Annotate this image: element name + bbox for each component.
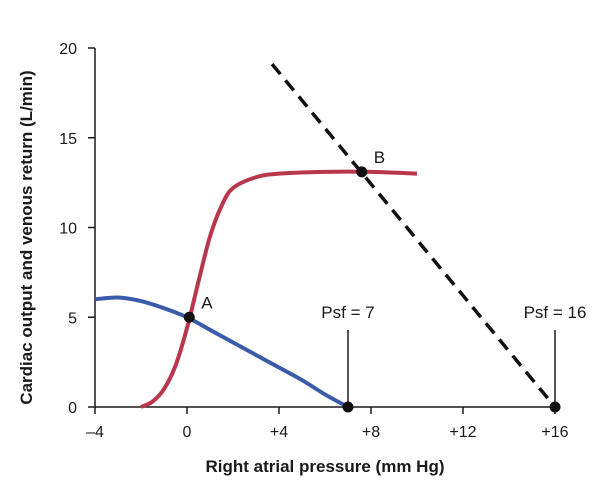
x-axis-title: Right atrial pressure (mm Hg) [206, 457, 445, 476]
venous-return-dashed-line [270, 63, 557, 409]
y-tick-label: 15 [59, 131, 77, 148]
y-axis-title: Cardiac output and venous return (L/min) [17, 70, 36, 404]
x-tick-label: 0 [183, 424, 192, 441]
x-tick-label: +16 [541, 424, 568, 441]
x-tick-label: +12 [449, 424, 476, 441]
psf-annotation: Psf = 7 [321, 303, 374, 322]
data-point [549, 401, 561, 413]
psf-annotation: Psf = 16 [524, 303, 587, 322]
y-ticks: 0 5 10 15 20 [59, 41, 95, 417]
venous-return-curve [94, 295, 349, 409]
x-tick-label: +8 [362, 424, 380, 441]
cardiac-output-curve [140, 169, 418, 409]
series-layer [94, 63, 557, 409]
x-ticks: –4 0 +4 +8 +12 +16 [86, 407, 569, 441]
y-tick-label: 0 [68, 400, 77, 417]
x-tick-label: –4 [86, 424, 104, 441]
axes [94, 48, 555, 408]
y-tick-label: 5 [68, 310, 77, 327]
data-point [183, 311, 195, 323]
data-point [342, 401, 354, 413]
y-tick-label: 10 [59, 221, 77, 238]
point-label: A [201, 293, 213, 312]
point-label: B [374, 148, 385, 167]
annotation-lines: Psf = 7 Psf = 16 [321, 303, 586, 407]
y-tick-label: 20 [59, 41, 77, 58]
points-layer: AB [183, 148, 561, 413]
x-tick-label: +4 [270, 424, 288, 441]
data-point [356, 166, 368, 178]
